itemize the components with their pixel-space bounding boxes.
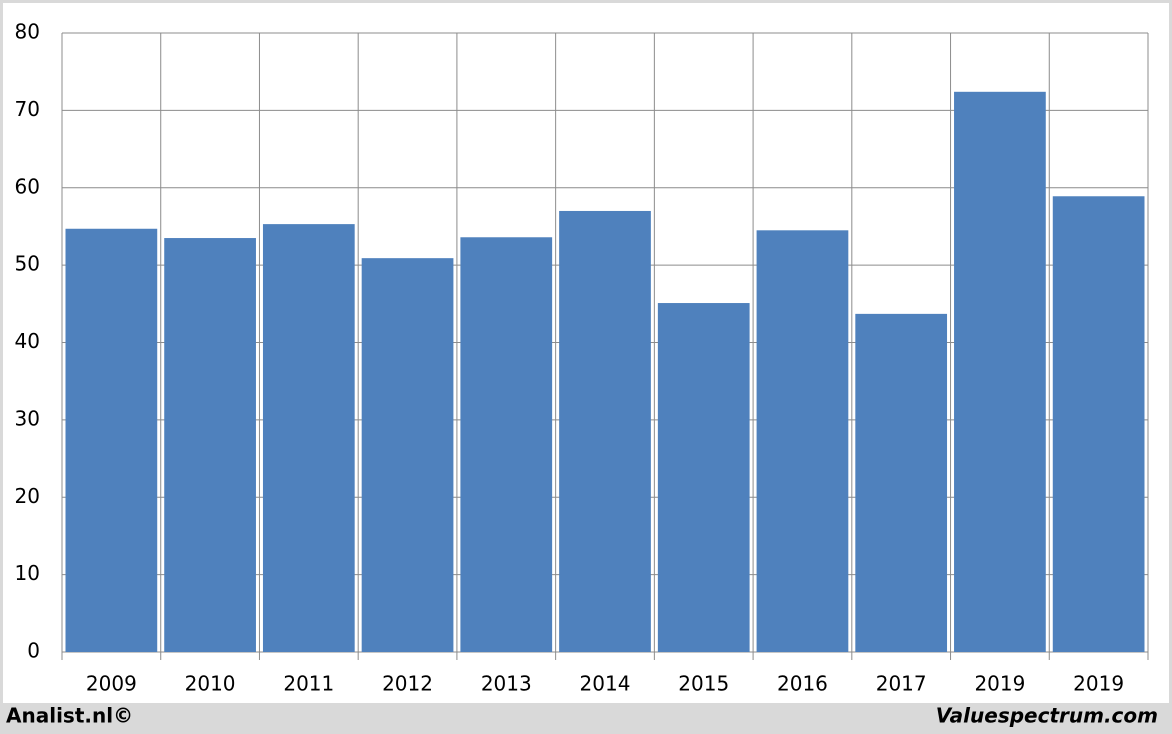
x-tick-label: 2009: [86, 672, 137, 696]
bar: [855, 313, 948, 652]
bar: [65, 228, 158, 653]
y-tick-label: 0: [27, 639, 40, 663]
bar: [756, 230, 849, 652]
x-tick-label: 2010: [185, 672, 236, 696]
bar: [361, 258, 454, 652]
x-tick-label: 2011: [283, 672, 334, 696]
bar: [1052, 196, 1145, 653]
bar: [262, 224, 355, 652]
footer-right: Valuespectrum.com: [936, 704, 1158, 728]
x-tick-label: 2019: [1073, 672, 1124, 696]
y-tick-label: 80: [15, 20, 40, 44]
x-tick-label: 2017: [876, 672, 927, 696]
bar: [657, 303, 750, 652]
y-tick-label: 60: [15, 174, 40, 198]
y-tick-label: 30: [15, 406, 40, 430]
x-tick-label: 2015: [678, 672, 729, 696]
y-tick-label: 70: [15, 97, 40, 121]
x-tick-label: 2012: [382, 672, 433, 696]
x-tick-label: 2016: [777, 672, 828, 696]
x-tick-label: 2014: [580, 672, 631, 696]
y-tick-label: 10: [15, 561, 40, 585]
bar: [164, 238, 256, 652]
x-tick-label: 2019: [974, 672, 1025, 696]
bar: [954, 91, 1046, 653]
bar: [460, 237, 553, 652]
bar: [559, 210, 651, 652]
x-tick-label: 2013: [481, 672, 532, 696]
y-tick-label: 50: [15, 252, 40, 276]
y-tick-label: 20: [15, 484, 40, 508]
y-tick-label: 40: [15, 329, 40, 353]
footer-left: Analist.nl©: [6, 704, 133, 728]
